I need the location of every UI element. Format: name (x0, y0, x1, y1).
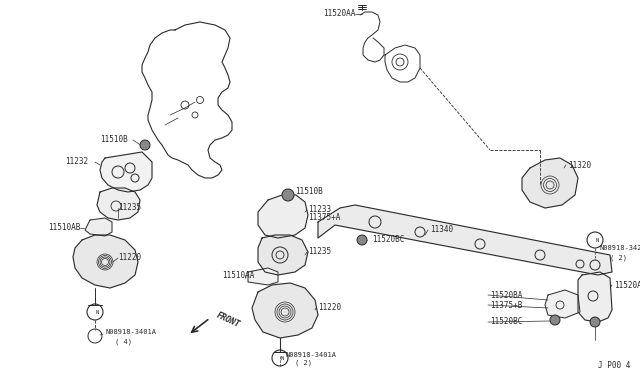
Text: 11375+B: 11375+B (490, 301, 522, 310)
Polygon shape (252, 283, 318, 338)
Text: N: N (595, 237, 598, 243)
Polygon shape (545, 290, 580, 318)
Polygon shape (258, 195, 308, 238)
Text: 11340: 11340 (430, 225, 453, 234)
Text: ( 4): ( 4) (115, 339, 132, 345)
Text: J P00 4: J P00 4 (598, 360, 630, 369)
Text: N08918-3401A: N08918-3401A (105, 329, 156, 335)
Text: N: N (280, 356, 284, 360)
Polygon shape (97, 188, 140, 220)
Polygon shape (85, 218, 112, 236)
Circle shape (590, 317, 600, 327)
Text: 11520BA: 11520BA (490, 291, 522, 299)
Text: 11520AA: 11520AA (323, 10, 355, 19)
Circle shape (140, 140, 150, 150)
Polygon shape (258, 235, 308, 275)
Text: ( 2): ( 2) (295, 360, 312, 366)
Polygon shape (578, 272, 612, 322)
Polygon shape (318, 205, 612, 275)
Polygon shape (522, 158, 578, 208)
Text: 11375+A: 11375+A (308, 214, 340, 222)
Text: 11510AA: 11510AA (222, 270, 254, 279)
Text: 11232: 11232 (65, 157, 88, 167)
Polygon shape (248, 268, 278, 285)
Circle shape (357, 235, 367, 245)
Text: 11320: 11320 (568, 160, 591, 170)
Text: 11510B: 11510B (100, 135, 128, 144)
Text: N: N (95, 310, 99, 314)
Text: 11510AB: 11510AB (48, 224, 81, 232)
Text: 11520BC: 11520BC (490, 317, 522, 327)
Circle shape (282, 189, 294, 201)
Text: 11520A: 11520A (614, 280, 640, 289)
Text: N08918-3421A: N08918-3421A (600, 245, 640, 251)
Text: N08918-3401A: N08918-3401A (285, 352, 336, 358)
Text: 11235: 11235 (118, 203, 141, 212)
Text: 11220: 11220 (118, 253, 141, 263)
Text: ( 2): ( 2) (610, 255, 627, 261)
Polygon shape (73, 235, 138, 288)
Circle shape (550, 315, 560, 325)
Text: FRONT: FRONT (215, 311, 241, 329)
Text: 11510B: 11510B (295, 187, 323, 196)
Text: 11220: 11220 (318, 304, 341, 312)
Polygon shape (100, 152, 152, 192)
Text: 11235: 11235 (308, 247, 331, 257)
Text: 11520BC: 11520BC (372, 235, 404, 244)
Text: 11233: 11233 (308, 205, 331, 215)
